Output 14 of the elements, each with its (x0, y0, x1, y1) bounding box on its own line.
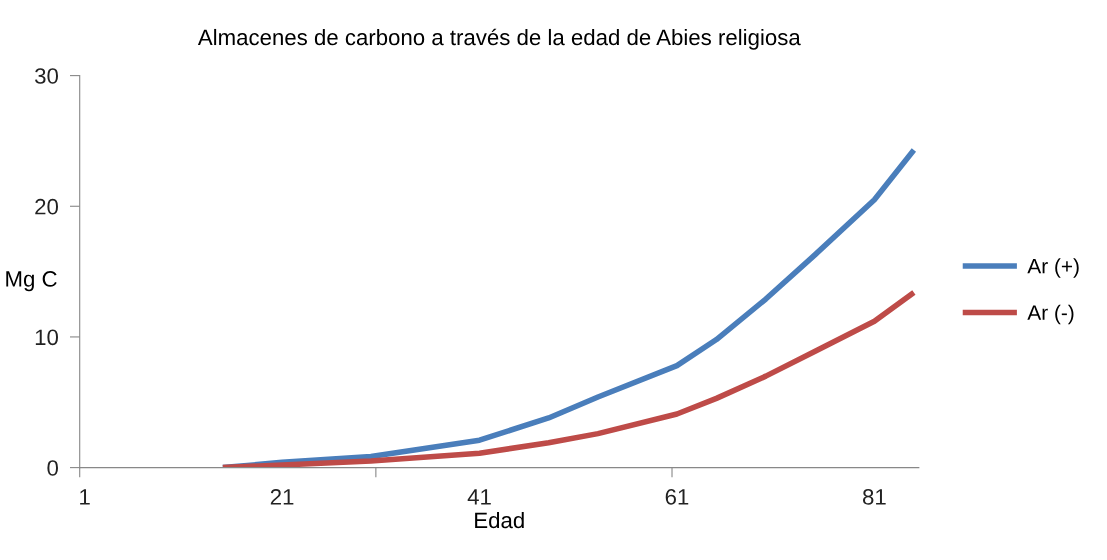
legend-label: Ar (+) (1027, 258, 1079, 278)
x-tick-label: 41 (467, 489, 491, 505)
x-tick-label: 1 (80, 489, 90, 505)
y-tick-label: 10 (35, 329, 58, 346)
x-axis-title: Edad (475, 511, 524, 529)
y-axis-title: Mg C (6, 271, 57, 292)
y-tick-label: 0 (47, 460, 58, 476)
y-tick-label: 30 (35, 68, 58, 84)
y-tick-label: 20 (35, 198, 58, 215)
x-tick-label: 21 (270, 489, 294, 505)
chart-title: Almacenes de carbono a través de la edad de Abies religiosa (197, 28, 801, 50)
legend-label: Ar (-) (1027, 304, 1074, 325)
x-tick-label: 61 (665, 489, 689, 505)
x-tick-label: 81 (862, 489, 886, 505)
